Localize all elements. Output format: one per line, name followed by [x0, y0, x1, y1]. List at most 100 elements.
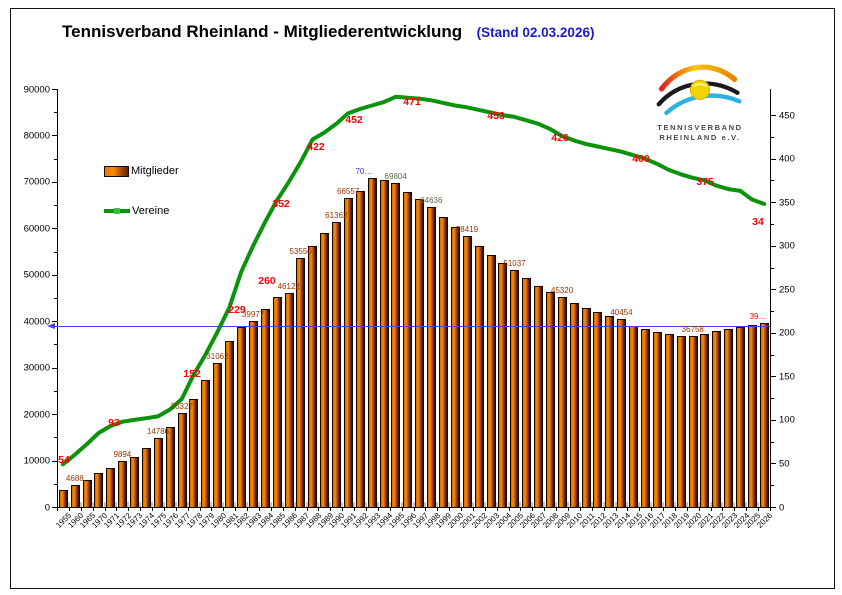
x-axis-tick	[282, 508, 284, 511]
x-axis-tick	[92, 508, 94, 511]
right-axis-tick	[771, 332, 776, 334]
bar-2006	[522, 278, 532, 508]
bar-2012	[593, 312, 603, 508]
x-baseline-stub	[733, 502, 736, 507]
bar-label-1995: 69804	[384, 171, 407, 181]
x-axis-tick	[556, 508, 558, 511]
right-axis-tick-label: 150	[779, 371, 795, 383]
chart-title: Tennisverband Rheinland - Mitgliederentw…	[62, 22, 463, 41]
bar-2000	[450, 226, 460, 508]
line-label-229: 229	[228, 304, 246, 316]
x-baseline-stub	[685, 502, 688, 507]
bar-label-1960: 4688	[65, 474, 84, 484]
left-axis-tick	[54, 251, 57, 253]
logo-tennisverband: TENNISVERBAND RHEINLAND e.V.	[650, 56, 750, 143]
left-axis-tick	[54, 158, 57, 160]
line-label-452: 452	[345, 114, 363, 126]
right-axis-tick-label: 200	[779, 327, 795, 339]
x-baseline-stub	[650, 502, 653, 507]
left-axis-tick	[52, 228, 57, 230]
bar-1990	[332, 222, 342, 508]
x-axis-tick	[639, 508, 641, 511]
x-baseline-stub	[234, 502, 237, 507]
reference-line-arrow-icon	[47, 323, 55, 330]
bar-1984	[260, 308, 270, 508]
bar-1976	[165, 427, 175, 508]
right-axis-tick	[771, 507, 776, 508]
line-label-426: 426	[551, 132, 569, 144]
bar-1992	[355, 191, 365, 508]
bar-2011	[581, 308, 591, 508]
x-axis-tick	[686, 508, 688, 511]
left-axis-tick	[52, 367, 57, 369]
line-label-400: 400	[632, 153, 650, 165]
bar-2019	[676, 335, 686, 508]
x-baseline-stub	[198, 502, 201, 507]
bar-1998	[427, 206, 437, 508]
x-baseline-stub	[709, 502, 712, 507]
left-axis-tick	[54, 298, 57, 299]
x-baseline-stub	[162, 502, 165, 507]
right-axis-tick-label: 50	[779, 458, 790, 470]
x-baseline-stub	[436, 502, 439, 507]
x-baseline-stub	[614, 502, 617, 507]
line-label-34: 34	[752, 216, 764, 228]
x-baseline-stub	[67, 502, 70, 507]
line-label-422: 422	[307, 141, 325, 153]
x-axis-tick	[365, 508, 367, 511]
bar-1999	[439, 217, 448, 508]
left-axis-tick	[54, 483, 57, 485]
bar-label-1991: 66557	[337, 186, 360, 196]
x-axis-tick	[567, 508, 569, 511]
x-axis-tick	[187, 508, 189, 511]
bar-2001	[462, 235, 472, 508]
x-baseline-stub	[353, 502, 356, 507]
bar-label-2026: 39…	[749, 312, 767, 322]
bar-1993	[367, 178, 377, 508]
x-axis-tick	[80, 508, 82, 511]
x-axis-tick	[318, 508, 320, 511]
x-baseline-stub	[460, 502, 463, 507]
left-axis-tick	[52, 274, 57, 276]
bar-1965	[82, 479, 92, 508]
x-axis-tick	[425, 508, 427, 511]
right-axis-tick-label: 100	[779, 414, 795, 426]
x-baseline-stub	[531, 502, 534, 507]
x-axis-tick	[199, 508, 201, 511]
x-axis-tick	[413, 508, 415, 511]
left-axis-tick-label: 10000	[23, 455, 50, 467]
x-axis-tick	[484, 508, 486, 511]
bar-label-1990: 61362	[325, 211, 348, 220]
x-axis-tick	[591, 508, 593, 511]
x-axis-tick	[68, 508, 70, 511]
x-axis-tick	[603, 508, 605, 511]
x-baseline-stub	[483, 502, 486, 507]
bar-1979	[201, 380, 211, 508]
left-axis-tick-label: 60000	[23, 223, 50, 235]
bar-2004	[498, 262, 508, 508]
bar-2020	[688, 336, 698, 508]
x-axis-tick	[508, 508, 510, 511]
x-axis-tick	[698, 508, 700, 511]
x-axis-tick	[651, 508, 653, 511]
x-baseline-stub	[376, 502, 379, 507]
right-axis-tick	[771, 376, 776, 378]
x-axis-tick	[674, 508, 676, 511]
right-axis-tick	[771, 441, 774, 443]
right-axis-tick	[771, 202, 776, 204]
x-baseline-stub	[388, 502, 391, 507]
left-axis-tick-label: 50000	[23, 269, 50, 281]
bar-1995	[391, 182, 401, 508]
left-axis-line	[57, 89, 58, 508]
x-axis-tick	[520, 508, 522, 511]
right-axis-tick	[771, 245, 776, 247]
x-baseline-stub	[471, 502, 474, 507]
bar-2015	[629, 326, 639, 508]
bar-1977	[177, 412, 187, 508]
bar-1994	[379, 180, 389, 508]
right-axis-tick-label: 250	[779, 284, 795, 296]
bar-2025	[747, 324, 757, 508]
bar-1982	[236, 326, 246, 508]
right-axis-tick-label: 0	[779, 502, 785, 513]
